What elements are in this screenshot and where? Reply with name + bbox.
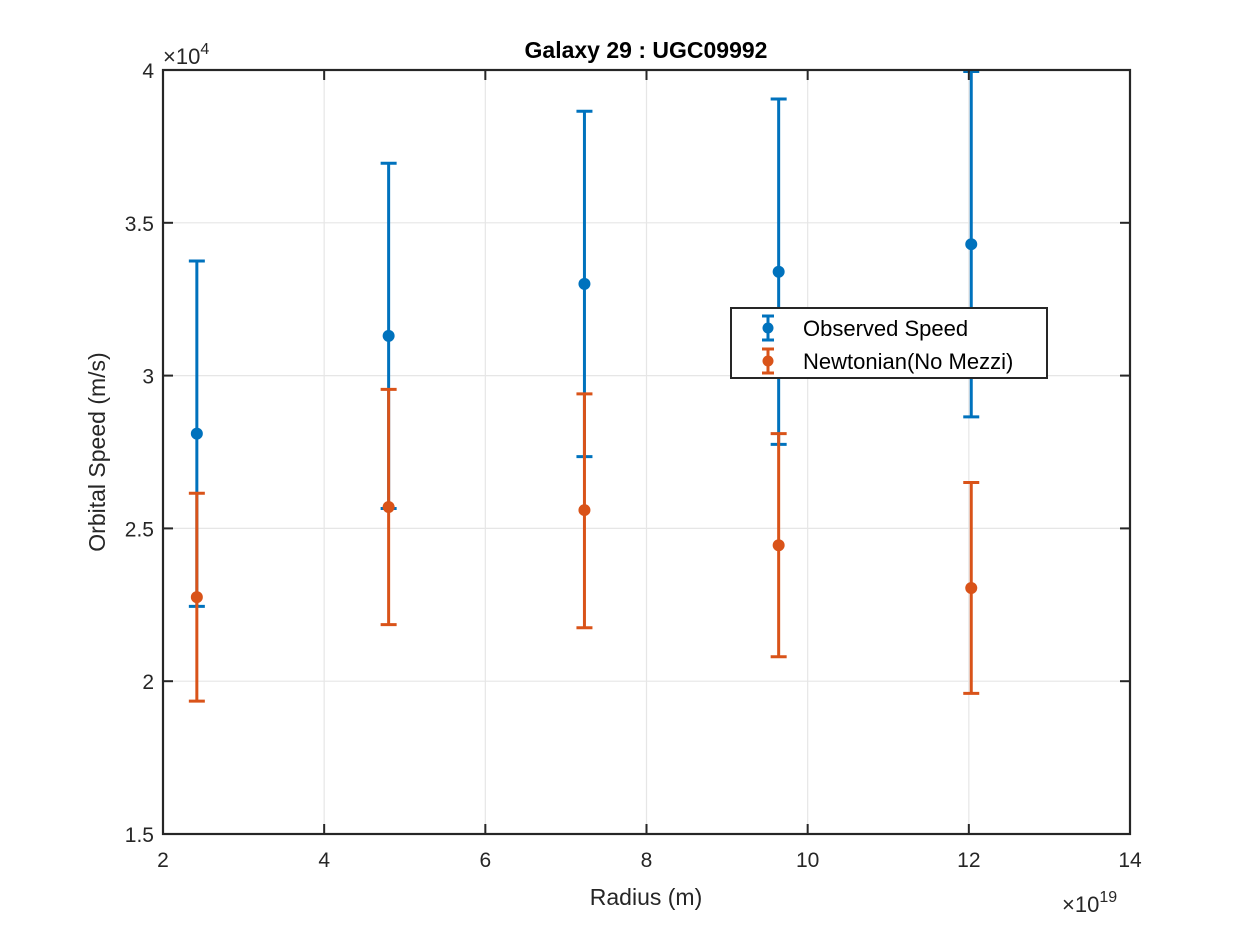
axes	[161, 68, 1132, 836]
series-newtonian-no-mezzi-	[188, 387, 980, 703]
data-point	[772, 539, 785, 552]
x-tick-label: 2	[157, 849, 169, 872]
y-tick-label: 2.5	[125, 518, 154, 541]
data-point	[772, 265, 785, 278]
x-tick-label: 8	[641, 849, 653, 872]
data-point	[190, 591, 203, 604]
x-tick-label: 10	[796, 849, 819, 872]
y-axis-label: Orbital Speed (m/s)	[84, 352, 110, 551]
legend: Observed Speed Newtonian(No Mezzi)	[730, 307, 1048, 379]
y-tick-label: 1.5	[125, 824, 154, 847]
data-point	[965, 581, 978, 594]
chart-title: Galaxy 29 : UGC09992	[525, 37, 768, 63]
tick-labels: 2 4 6 8 10 12 141.522.533.54	[125, 60, 1142, 872]
series-layer	[188, 70, 980, 703]
y-axis-multiplier: ×104	[163, 41, 209, 69]
x-tick-label: 14	[1118, 849, 1142, 872]
legend-entries: Observed Speed Newtonian(No Mezzi)	[762, 314, 1013, 375]
legend-marker	[762, 355, 774, 367]
legend-label: Observed Speed	[803, 316, 968, 341]
x-tick-label: 6	[479, 849, 491, 872]
y-tick-label: 4	[142, 60, 154, 83]
y-tick-label: 2	[142, 671, 154, 694]
legend-label: Newtonian(No Mezzi)	[803, 349, 1013, 374]
y-tick-label: 3	[142, 366, 154, 389]
legend-box	[730, 307, 1048, 379]
y-tick-label: 3.5	[125, 213, 154, 236]
x-axis-label: Radius (m)	[590, 884, 702, 910]
x-axis-multiplier: ×1019	[1062, 889, 1117, 917]
data-point	[382, 329, 395, 342]
data-point	[578, 277, 591, 290]
data-point	[965, 238, 978, 251]
data-point	[382, 501, 395, 514]
data-point	[190, 427, 203, 440]
x-tick-label: 4	[318, 849, 330, 872]
data-point	[578, 504, 591, 517]
x-tick-label: 12	[957, 849, 980, 872]
legend-marker	[762, 322, 774, 334]
